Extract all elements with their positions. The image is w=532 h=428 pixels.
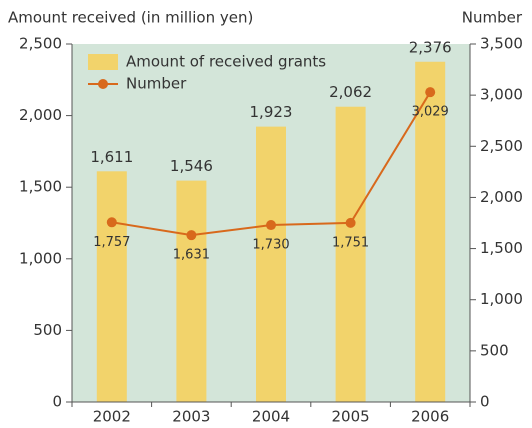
- y2-tick-label: 2,500: [480, 137, 523, 155]
- legend-label: Number: [126, 75, 187, 93]
- bar-value-label: 2,062: [329, 83, 372, 101]
- y2-tick-label: 1,500: [480, 239, 523, 257]
- line-point: [186, 230, 197, 241]
- bar-value-label: 1,611: [90, 148, 133, 166]
- y-tick-label: 0: [52, 393, 62, 411]
- y-tick-label: 1,500: [19, 178, 62, 196]
- x-tick-label: 2003: [172, 408, 210, 426]
- line-point: [425, 87, 436, 98]
- bar-value-label: 2,376: [409, 38, 452, 56]
- line-value-label: 3,029: [412, 105, 449, 120]
- bar-value-label: 1,923: [250, 103, 293, 121]
- line-value-label: 1,631: [173, 248, 210, 263]
- line-value-label: 1,751: [332, 235, 369, 250]
- x-tick-label: 2006: [411, 408, 449, 426]
- line-value-label: 1,730: [252, 238, 289, 253]
- y2-tick-label: 1,000: [480, 290, 523, 308]
- line-value-label: 1,757: [93, 235, 130, 250]
- legend-swatch: [88, 54, 118, 70]
- y-tick-label: 2,500: [19, 35, 62, 53]
- bar-value-label: 1,546: [170, 157, 213, 175]
- y2-tick-label: 3,000: [480, 86, 523, 104]
- line-point: [106, 217, 117, 228]
- y2-tick-label: 2,000: [480, 188, 523, 206]
- bar: [176, 180, 207, 402]
- x-tick-label: 2005: [332, 408, 370, 426]
- x-tick-label: 2002: [93, 408, 131, 426]
- bar: [256, 126, 286, 402]
- legend-swatch: [98, 79, 108, 89]
- bar: [415, 61, 446, 402]
- y2-tick-label: 3,500: [480, 35, 523, 53]
- y-tick-label: 2,000: [19, 106, 62, 124]
- y-tick-label: 1,000: [19, 249, 62, 267]
- line-point: [345, 217, 356, 228]
- y2-tick-label: 0: [480, 393, 490, 411]
- y-tick-label: 500: [33, 321, 62, 339]
- bar: [335, 106, 366, 402]
- x-tick-label: 2004: [252, 408, 290, 426]
- y-axis-title: Amount received (in million yen): [8, 9, 253, 27]
- y2-tick-label: 500: [480, 341, 509, 359]
- y2-axis-title: Number: [462, 9, 523, 27]
- bar: [96, 171, 127, 402]
- legend-label: Amount of received grants: [126, 53, 326, 71]
- line-point: [266, 220, 276, 231]
